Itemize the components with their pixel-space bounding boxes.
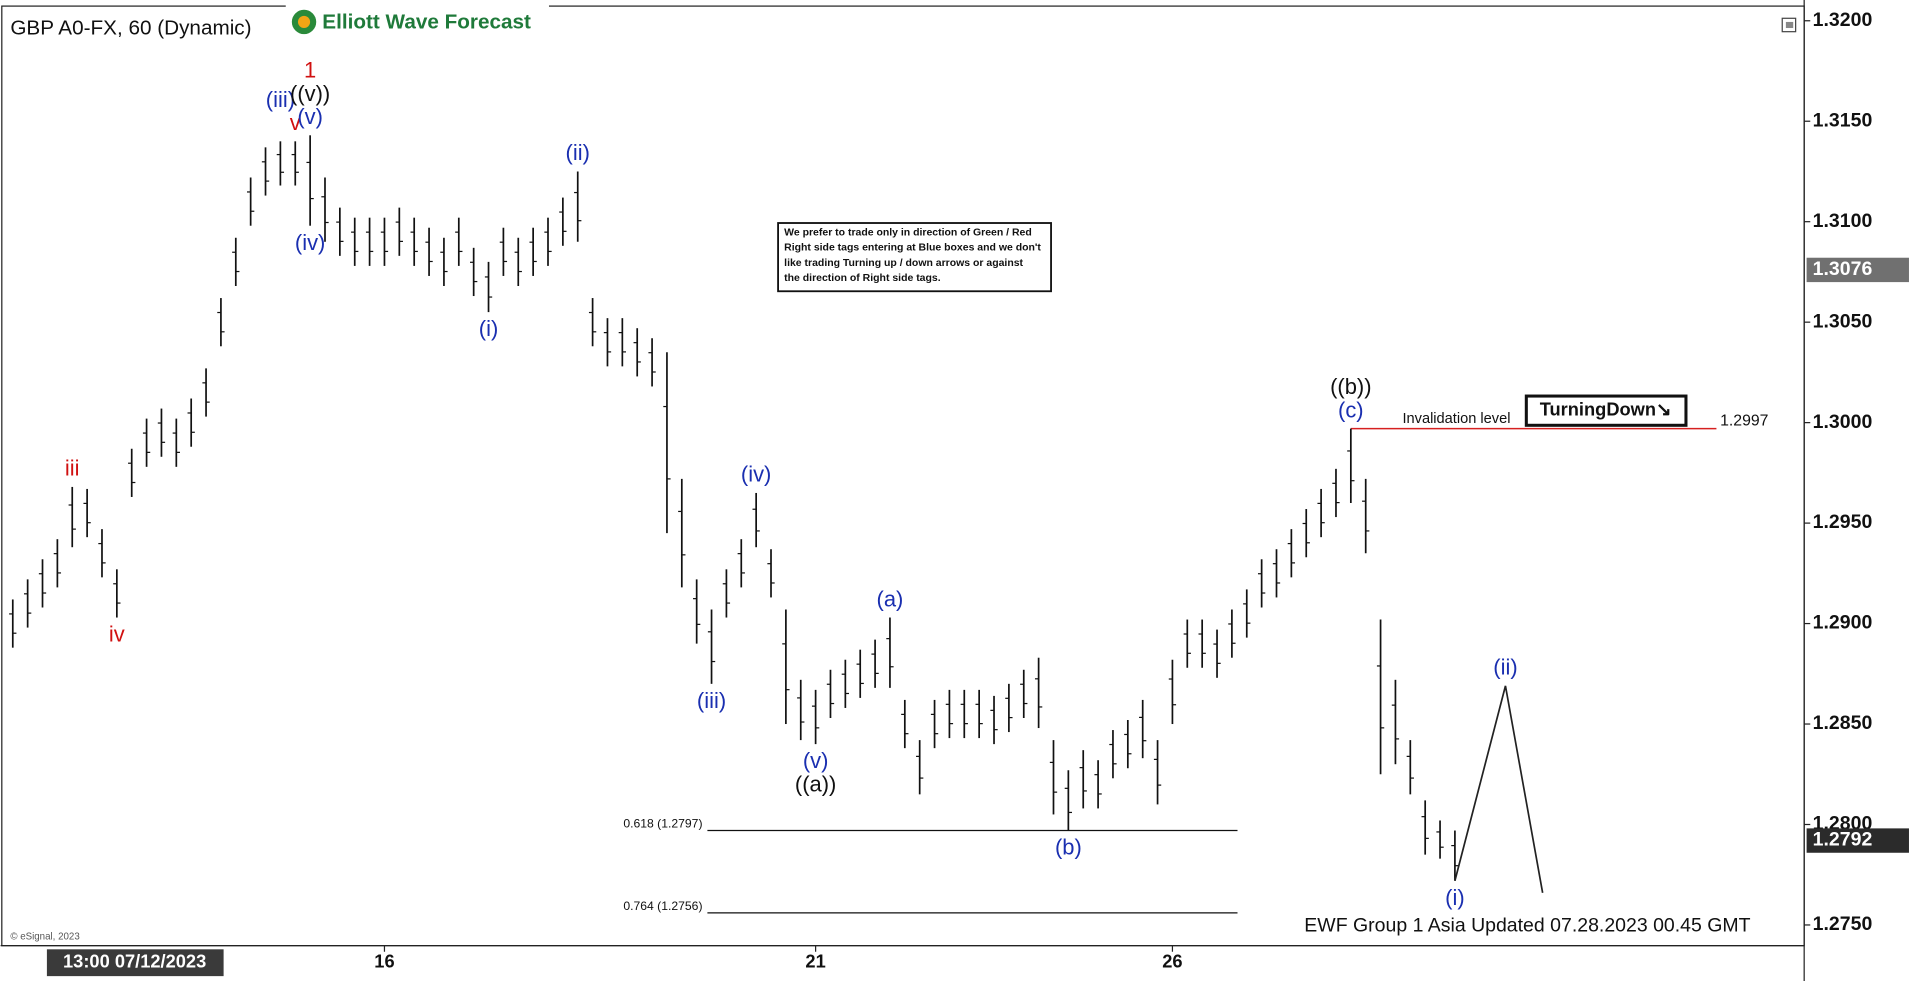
chart-title: GBP A0-FX, 60 (Dynamic) xyxy=(10,17,251,40)
x-start-box xyxy=(46,949,224,977)
wave-label: (iv) xyxy=(295,230,325,255)
note-box: We prefer to trade only in direction of … xyxy=(777,222,1052,293)
wave-label: (ii) xyxy=(566,140,590,165)
price-tag-box xyxy=(1806,257,1909,283)
fib-level-label: 0.618 (1.2797) xyxy=(623,817,702,831)
wave-label: (iii) xyxy=(266,87,295,112)
wave-label: (b) xyxy=(1055,835,1082,860)
logo-box xyxy=(285,4,549,39)
signal-box xyxy=(1524,394,1688,427)
wave-label: iii xyxy=(65,456,80,481)
note-frame xyxy=(777,222,1052,293)
y-tick-label: 1.2750 xyxy=(1813,913,1873,935)
y-tick-label: 1.3100 xyxy=(1813,210,1873,232)
note-line: like trading Turning up / down arrows or… xyxy=(784,258,1023,269)
note-line: Right side tags entering at Blue boxes a… xyxy=(784,243,1041,254)
note-line: We prefer to trade only in direction of … xyxy=(784,228,1032,239)
projection-path xyxy=(1454,685,1544,893)
wave-label: (v) xyxy=(297,104,323,129)
wave-label: iv xyxy=(109,622,125,647)
price-tag-box xyxy=(1806,828,1909,853)
wave-label: v xyxy=(290,110,301,135)
y-tick-label: 1.3050 xyxy=(1813,310,1873,332)
price-tag-label: 1.2792 xyxy=(1813,829,1873,851)
wave-label: ((a)) xyxy=(795,771,836,796)
window-icon-inner xyxy=(1785,21,1794,29)
note-line: the direction of Right side tags. xyxy=(784,273,941,284)
wave-label: (v) xyxy=(803,748,829,773)
wave-label: (c) xyxy=(1338,397,1364,422)
copyright: © eSignal, 2023 xyxy=(10,932,79,943)
x-tick-label: 26 xyxy=(1162,951,1182,972)
logo-icon-core xyxy=(297,15,311,29)
fib-level-label: 0.764 (1.2756) xyxy=(623,899,702,913)
wave-label: (i) xyxy=(1445,885,1464,910)
price-tag-label: 1.3076 xyxy=(1813,258,1873,280)
invalidation-value: 1.2997 xyxy=(1720,413,1768,430)
wave-label: (ii) xyxy=(1493,655,1517,680)
x-tick-label: 21 xyxy=(805,951,825,972)
signal-text: TurningDown↘ xyxy=(1540,399,1672,420)
y-tick-label: 1.3000 xyxy=(1813,411,1873,433)
wave-label: (iv) xyxy=(741,462,771,487)
wave-label: ((b)) xyxy=(1330,374,1371,399)
y-tick-label: 1.2900 xyxy=(1813,612,1873,634)
invalidation-label: Invalidation level xyxy=(1402,411,1510,427)
x-tick-label: 16 xyxy=(374,951,394,972)
wave-label: (a) xyxy=(877,586,904,611)
x-start-label: 13:00 07/12/2023 xyxy=(63,951,206,972)
y-tick-label: 1.2850 xyxy=(1813,712,1873,734)
footer-text: EWF Group 1 Asia Updated 07.28.2023 00.4… xyxy=(1304,914,1750,936)
wave-label: ((v)) xyxy=(290,81,330,106)
y-tick-label: 1.2950 xyxy=(1813,511,1873,533)
logo-text: Elliott Wave Forecast xyxy=(322,11,531,34)
y-tick-label: 1.3150 xyxy=(1813,109,1873,131)
wave-label: (i) xyxy=(479,316,498,341)
wave-label: 1 xyxy=(304,58,316,83)
wave-label: (iii) xyxy=(697,688,726,713)
y-tick-label: 1.3200 xyxy=(1813,9,1873,31)
